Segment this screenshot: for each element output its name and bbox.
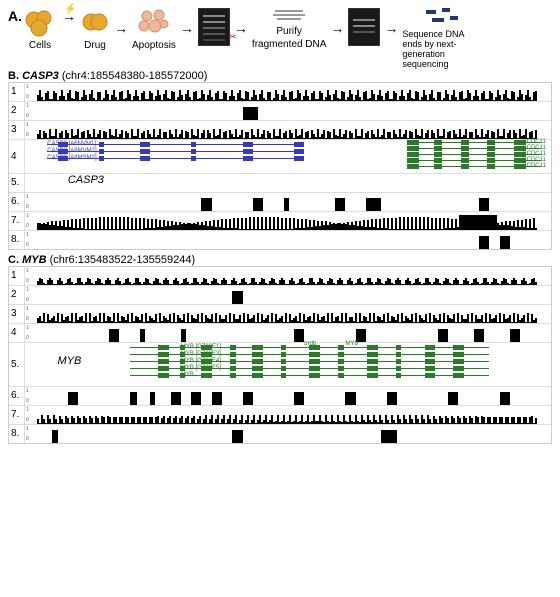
cells-icon xyxy=(22,8,58,38)
track-row: 1 10 xyxy=(9,267,551,286)
track-number: 2 xyxy=(9,286,25,304)
track-data xyxy=(37,102,551,120)
track-data xyxy=(37,231,551,249)
gene-model-track: 4 CASP3 [A6NVM1]CASP3 [A8MVM2]CASP3 [A8M… xyxy=(9,140,551,174)
gel-icon xyxy=(348,8,380,46)
track-row: 1 10 xyxy=(9,83,551,102)
apoptosis-label: Apoptosis xyxy=(132,40,176,51)
arrow-icon: → xyxy=(384,8,398,36)
track-row: 6. 10 xyxy=(9,193,551,212)
track-row: 7. 10 xyxy=(9,212,551,231)
lightning-icon: ⚡ xyxy=(64,4,76,15)
track-number: 3 xyxy=(9,305,25,323)
track-number: 2 xyxy=(9,102,25,120)
panel-a-label: A. xyxy=(8,8,22,24)
purify-lines-icon xyxy=(269,8,309,24)
panel-b: B. CASP3 (chr4:185548380-185572000) 1 10… xyxy=(8,70,552,250)
track-row: 6. 10 xyxy=(9,387,551,406)
panel-b-gene: CASP3 xyxy=(22,70,59,82)
track-row: 4 10 xyxy=(9,324,551,343)
track-number: 8. xyxy=(9,425,25,443)
purify-sub: fragmented DNA xyxy=(252,39,326,50)
gene-model-track: 5. MYBMYB [G708E1]MYB [G708E3]MYB [G708E… xyxy=(9,343,551,387)
panel-c-header: C. MYB (chr6:135483522-135559244) xyxy=(8,254,552,266)
track-row: 7. 10 xyxy=(9,406,551,425)
drug-icon xyxy=(80,8,110,38)
track-row: 2 10 xyxy=(9,102,551,121)
track-number: 6. xyxy=(9,387,25,405)
drug-label: Drug xyxy=(84,40,106,51)
step-gel1: ✂ xyxy=(198,8,230,46)
purify-label: Purify xyxy=(276,26,302,37)
track-data xyxy=(37,324,551,342)
panel-c-gene: MYB xyxy=(22,254,46,266)
panel-b-coords: (chr4:185548380-185572000) xyxy=(62,70,208,82)
track-data xyxy=(37,406,551,424)
step-apoptosis: Apoptosis xyxy=(132,8,176,51)
arrow-icon: → xyxy=(330,8,344,36)
track-number: 1 xyxy=(9,267,25,285)
track-data xyxy=(37,193,551,211)
panel-c-tracks: 1 10 2 10 3 10 4 10 5. MYBMYB [G708E1]MY… xyxy=(8,266,552,444)
track-number: 8. xyxy=(9,231,25,249)
track-number: 7. xyxy=(9,212,25,230)
gel-icon: ✂ xyxy=(198,8,230,46)
seq-icon xyxy=(422,8,462,28)
step-seq: Sequence DNA ends by next-generation seq… xyxy=(402,8,482,70)
track-number: 7. xyxy=(9,406,25,424)
track-number: 1 xyxy=(9,83,25,101)
step-cells: Cells xyxy=(22,8,58,51)
track-number: 3 xyxy=(9,121,25,139)
seq-label: Sequence DNA ends by next-generation seq… xyxy=(402,30,482,70)
panel-b-label: B. xyxy=(8,70,19,82)
arrow-icon: → xyxy=(180,8,194,36)
track-data xyxy=(37,83,551,101)
track-row: 2 10 xyxy=(9,286,551,305)
track-data xyxy=(37,121,551,139)
panel-b-tracks: 1 10 2 10 3 10 4 CASP3 [A6NVM1]CASP3 [A8… xyxy=(8,82,552,250)
panel-c: C. MYB (chr6:135483522-135559244) 1 10 2… xyxy=(8,254,552,444)
scissors-icon: ✂ xyxy=(229,32,237,43)
step-purify: Purify fragmented DNA xyxy=(252,8,326,50)
track-number: 6. xyxy=(9,193,25,211)
track-data xyxy=(37,305,551,323)
track-number: 4 xyxy=(9,324,25,342)
track-data xyxy=(37,387,551,405)
cells-label: Cells xyxy=(29,40,51,51)
track-data xyxy=(37,267,551,285)
apoptosis-icon xyxy=(137,8,171,38)
panel-a: A. Cells → ⚡ Drug → xyxy=(8,8,552,70)
arrow-icon: → xyxy=(114,8,128,36)
track-row: 8. 10 xyxy=(9,231,551,249)
gene-label-track: 5. CASP3 xyxy=(9,174,551,193)
track-data xyxy=(37,286,551,304)
panel-b-header: B. CASP3 (chr4:185548380-185572000) xyxy=(8,70,552,82)
track-row: 3 10 xyxy=(9,121,551,140)
step-gel2 xyxy=(348,8,380,46)
track-row: 3 10 xyxy=(9,305,551,324)
panel-c-label: C. xyxy=(8,254,19,266)
track-data xyxy=(37,212,551,230)
track-row: 8. 10 xyxy=(9,425,551,443)
step-drug: Drug xyxy=(80,8,110,51)
track-data xyxy=(37,425,551,443)
panel-c-coords: (chr6:135483522-135559244) xyxy=(50,254,196,266)
